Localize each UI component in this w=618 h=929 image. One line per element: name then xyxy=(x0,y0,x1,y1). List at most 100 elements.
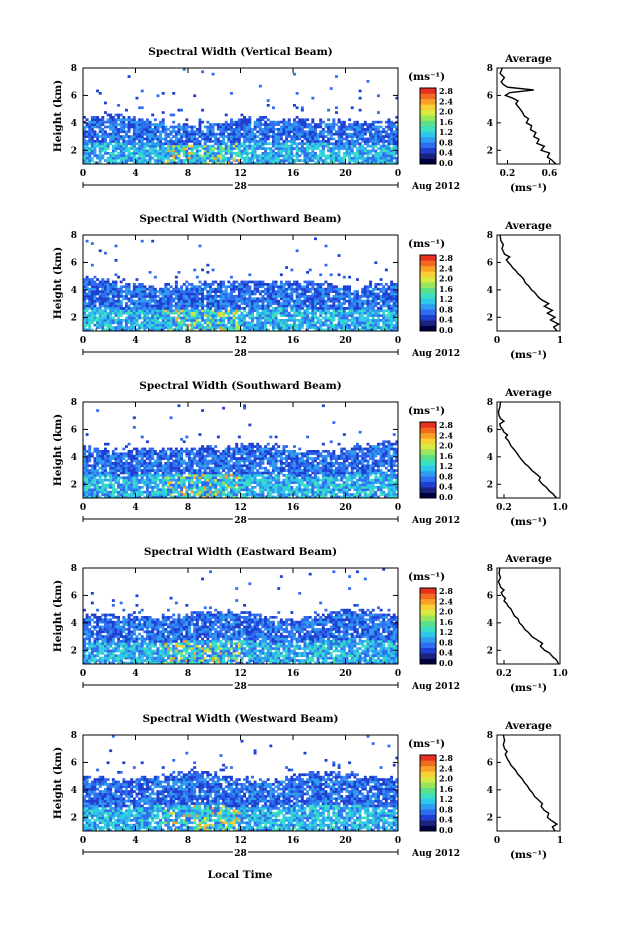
heatmap-cell xyxy=(366,137,370,141)
heatmap-cell xyxy=(138,488,142,492)
heatmap-cell xyxy=(224,144,228,148)
heatmap-cell xyxy=(248,120,252,124)
heatmap-cell xyxy=(198,287,202,291)
heatmap-cell xyxy=(277,156,281,160)
colorbar-swatch xyxy=(420,153,436,159)
colorbar-swatch xyxy=(420,104,436,111)
heatmap-cell xyxy=(153,495,157,499)
heatmap-cell xyxy=(180,490,184,494)
heatmap-cell xyxy=(117,307,121,310)
heatmap-cell xyxy=(138,144,142,148)
heatmap-cell xyxy=(101,285,105,289)
heatmap-cell xyxy=(303,154,307,158)
heatmap-cell xyxy=(161,302,165,305)
heatmap-cell xyxy=(324,140,328,143)
heatmap-cell xyxy=(232,309,236,313)
heatmap-cell xyxy=(93,447,97,451)
heatmap-cell xyxy=(395,125,399,129)
heatmap-cell xyxy=(156,323,160,327)
heatmap-cell xyxy=(188,137,191,141)
heatmap-cell xyxy=(180,159,184,162)
heatmap-cell xyxy=(177,459,181,463)
heatmap-cell xyxy=(164,452,168,456)
heatmap-cell xyxy=(377,326,380,329)
heatmap-cell xyxy=(119,459,123,463)
heatmap-cell xyxy=(122,118,126,122)
heatmap-cell xyxy=(390,280,394,284)
heatmap-cell xyxy=(374,295,378,298)
heatmap-cell xyxy=(201,108,205,112)
heatmap-cell xyxy=(106,292,110,296)
heatmap-cell xyxy=(109,319,113,322)
heatmap-cell xyxy=(117,275,121,279)
heatmap-cell xyxy=(219,280,223,284)
heatmap-cell xyxy=(282,328,286,332)
heatmap-cell xyxy=(266,130,270,134)
heatmap-cell xyxy=(172,311,176,315)
heatmap-cell xyxy=(245,120,249,124)
heatmap-cell xyxy=(279,283,283,286)
heatmap-cell xyxy=(111,326,115,329)
heatmap-cell xyxy=(300,299,304,303)
heatmap-cell xyxy=(235,142,239,146)
heatmap-cell xyxy=(198,314,202,317)
heatmap-cell xyxy=(374,326,378,329)
heatmap-cell xyxy=(85,283,89,286)
heatmap-cell xyxy=(156,290,160,293)
heatmap-cell xyxy=(125,149,128,153)
heatmap-cell xyxy=(182,123,186,126)
heatmap-cell xyxy=(119,295,123,298)
heatmap-cell xyxy=(290,147,294,150)
heatmap-cell xyxy=(361,316,365,320)
heatmap-cell xyxy=(311,130,315,134)
heatmap-cell xyxy=(85,450,89,453)
heatmap-cell xyxy=(111,147,115,150)
heatmap-cell xyxy=(356,326,359,329)
heatmap-cell xyxy=(138,287,142,291)
heatmap-cell xyxy=(88,135,92,138)
heatmap-cell xyxy=(96,464,100,468)
heatmap-cell xyxy=(185,299,189,303)
heatmap-cell xyxy=(169,416,173,420)
heatmap-cell xyxy=(287,328,291,332)
heatmap-cell xyxy=(201,268,205,272)
heatmap-cell xyxy=(374,128,378,131)
heatmap-cell xyxy=(306,123,310,126)
heatmap-cell xyxy=(195,156,199,160)
heatmap-cell xyxy=(358,89,362,93)
heatmap-cell xyxy=(279,152,283,155)
heatmap-cell xyxy=(104,297,107,301)
heatmap-cell xyxy=(366,159,370,162)
heatmap-cell xyxy=(277,130,281,134)
heatmap-cell xyxy=(85,304,89,308)
heatmap-cell xyxy=(337,154,341,158)
heatmap-cell xyxy=(130,488,134,492)
heatmap-cell xyxy=(151,478,155,482)
heatmap-cell xyxy=(167,302,170,305)
heatmap-cell xyxy=(300,321,304,325)
heatmap-cell xyxy=(272,316,275,320)
heatmap-cell xyxy=(374,161,378,165)
heatmap-cell xyxy=(379,307,383,310)
heatmap-cell xyxy=(167,481,170,484)
heatmap-cell xyxy=(156,488,160,492)
heatmap-cell xyxy=(332,147,336,150)
heatmap-cell xyxy=(132,290,136,293)
heatmap-cell xyxy=(138,486,142,489)
heatmap-cell xyxy=(135,123,139,126)
heatmap-cell xyxy=(156,464,160,468)
heatmap-cell xyxy=(148,130,152,134)
heatmap-cell xyxy=(148,142,152,146)
heatmap-cell xyxy=(211,287,215,291)
heatmap-cell xyxy=(167,295,170,298)
heatmap-cell xyxy=(140,311,144,315)
heatmap-cell xyxy=(101,490,105,494)
heatmap-cell xyxy=(117,314,121,317)
heatmap-cell xyxy=(311,280,315,284)
heatmap-cell xyxy=(119,285,123,289)
heatmap-cell xyxy=(321,309,325,313)
heatmap-cell xyxy=(127,311,131,315)
heatmap-cell xyxy=(387,156,391,160)
heatmap-cell xyxy=(182,323,186,327)
heatmap-cells xyxy=(83,237,399,332)
